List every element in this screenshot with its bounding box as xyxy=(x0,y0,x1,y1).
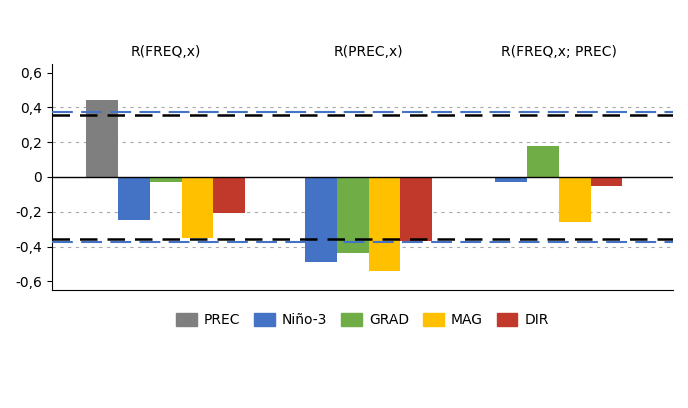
Bar xyxy=(495,177,527,182)
Bar xyxy=(150,177,182,182)
Bar xyxy=(118,177,150,220)
Text: R(FREQ,x): R(FREQ,x) xyxy=(131,45,201,59)
Bar xyxy=(590,177,622,186)
Text: R(FREQ,x; PREC): R(FREQ,x; PREC) xyxy=(501,45,617,59)
Bar xyxy=(559,177,590,222)
Legend: PREC, Niño-3, GRAD, MAG, DIR: PREC, Niño-3, GRAD, MAG, DIR xyxy=(171,308,555,333)
Bar xyxy=(87,100,118,177)
Bar xyxy=(337,177,369,253)
Bar xyxy=(182,177,213,238)
Bar xyxy=(527,146,559,177)
Bar xyxy=(400,177,432,241)
Text: R(PREC,x): R(PREC,x) xyxy=(334,45,403,59)
Bar xyxy=(305,177,337,262)
Bar xyxy=(369,177,400,271)
Bar xyxy=(213,177,245,213)
